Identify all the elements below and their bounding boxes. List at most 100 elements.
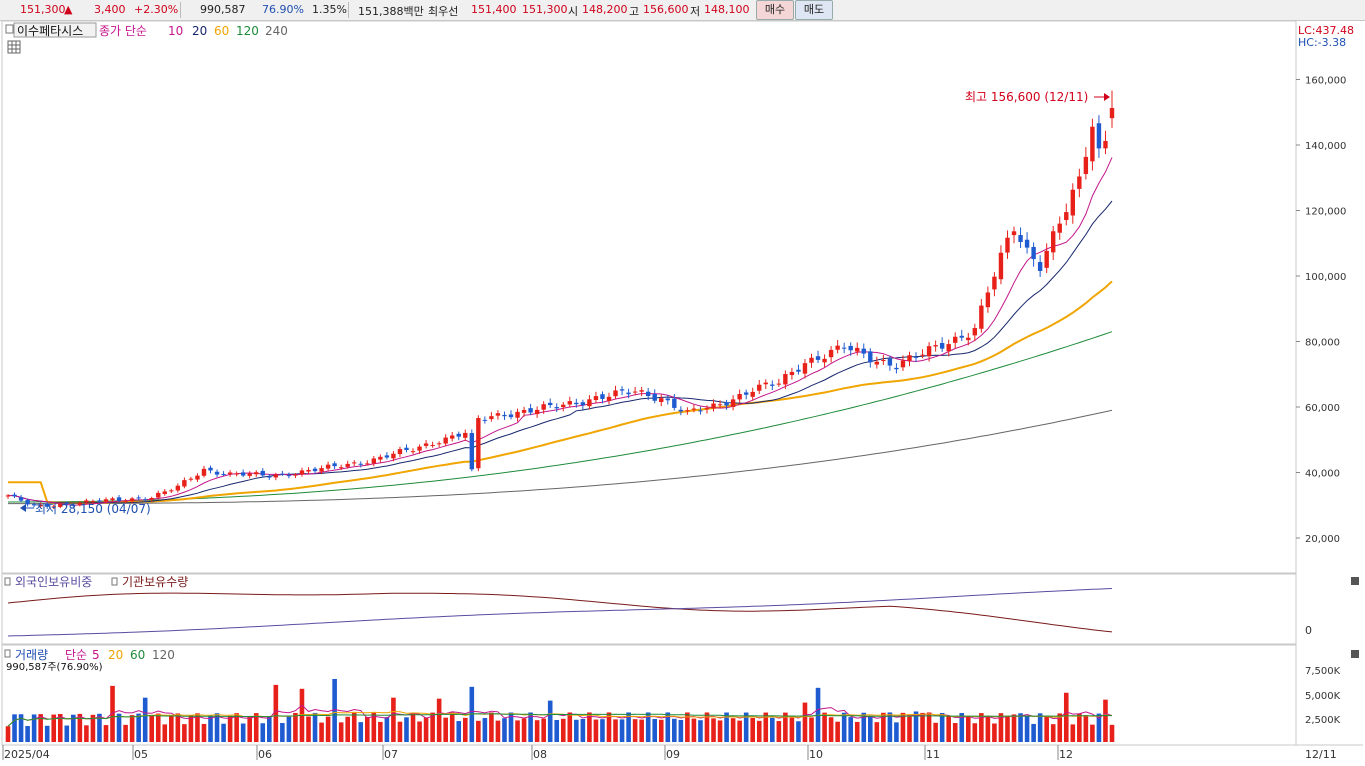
candle [887,355,893,371]
volume-bar [44,725,50,742]
volume-bar [110,685,115,742]
candle [332,461,337,470]
volume-bar [645,712,651,742]
candle [783,370,788,390]
price-tick: 80,000 [1305,338,1340,349]
volume-bar [979,713,984,742]
volume-bar [658,719,664,742]
volume-bar [534,720,540,742]
volume-bar [462,717,468,742]
open-label: 시 [568,5,579,18]
low-arrow-icon [20,504,26,512]
volume-bar [796,721,801,742]
volume-bar [913,711,919,742]
volume-bar [848,717,853,742]
candle [502,411,507,420]
volume-bar [985,715,991,742]
candle [1051,225,1056,261]
volume-bar [136,713,141,742]
candle [828,346,834,363]
table-icon[interactable] [7,40,21,54]
ma120-label: 120 [236,24,259,38]
volume-bar [201,723,207,742]
x-axis-label: 06 [258,748,272,761]
close-volume-panel-icon[interactable] [1351,650,1359,658]
candle [299,467,305,477]
volume-bar [449,712,455,742]
volume-bar [972,723,978,742]
candle [717,400,723,409]
x-axis-label: 12 [1059,748,1073,761]
volume-bar [900,712,906,742]
candle [645,387,651,401]
candle [678,406,684,416]
candle [979,299,984,333]
volume-bar [874,722,880,742]
volume-bar [959,713,965,742]
candle [548,398,553,408]
candle [319,465,324,475]
price-panel[interactable] [1,20,1297,574]
volume-bar [84,725,89,742]
volume-bar [665,712,671,742]
candle [1044,243,1049,273]
candle [77,500,83,507]
candle [574,398,579,408]
panel-menu-icon[interactable] [5,24,14,34]
volume-bar [155,713,161,742]
candle [750,387,755,401]
price-change-pct: +2.30% [134,3,179,16]
buy-button[interactable]: 매수 [756,0,794,20]
volume-bar [345,716,350,742]
candle [293,473,298,479]
candle [397,446,403,458]
candle [38,502,43,508]
volume-bar [724,712,729,742]
candle [410,448,416,455]
volume-bar [195,713,200,742]
volume-bar [364,716,370,742]
ma60-label: 60 [214,24,229,38]
volume-bar [397,721,403,742]
sell-button[interactable]: 매도 [795,0,833,20]
candle [103,497,109,504]
volume-bar [489,712,494,742]
volume-value: 990,587 [200,3,246,16]
candle [58,501,63,509]
volume-bar [502,718,507,742]
candle [933,340,938,352]
candle [384,452,390,460]
volume-bar [822,712,827,742]
candle [123,498,128,504]
volume-bar [476,720,481,742]
volume-bar [756,720,762,742]
volume-bar [528,712,533,742]
volume-bar [547,700,553,742]
volume-bar [1018,713,1023,742]
volume-bar [560,718,566,742]
candle [371,455,377,467]
candle [606,392,612,405]
x-axis-label: 10 [809,748,823,761]
price-tick: 100,000 [1305,272,1346,283]
volume-bar [600,719,605,742]
volume-bar [802,702,808,742]
candle [5,494,11,499]
volume-bar [64,725,70,742]
price-tick: 40,000 [1305,469,1340,480]
candle [770,380,775,391]
high-annotation: 최고 156,600 (12/11) [965,90,1088,104]
candle [90,499,96,504]
volume-bar [51,714,57,742]
close-holding-panel-icon[interactable] [1351,577,1359,585]
ma20-label: 20 [192,24,207,38]
candle [626,388,631,399]
volume-bar [175,713,181,742]
volume-bar [12,714,17,742]
candle [619,386,625,396]
candle [665,395,670,405]
volume-bar [737,720,742,742]
volume-bar [306,716,311,742]
lc-value: LC:437.48 [1298,24,1354,37]
